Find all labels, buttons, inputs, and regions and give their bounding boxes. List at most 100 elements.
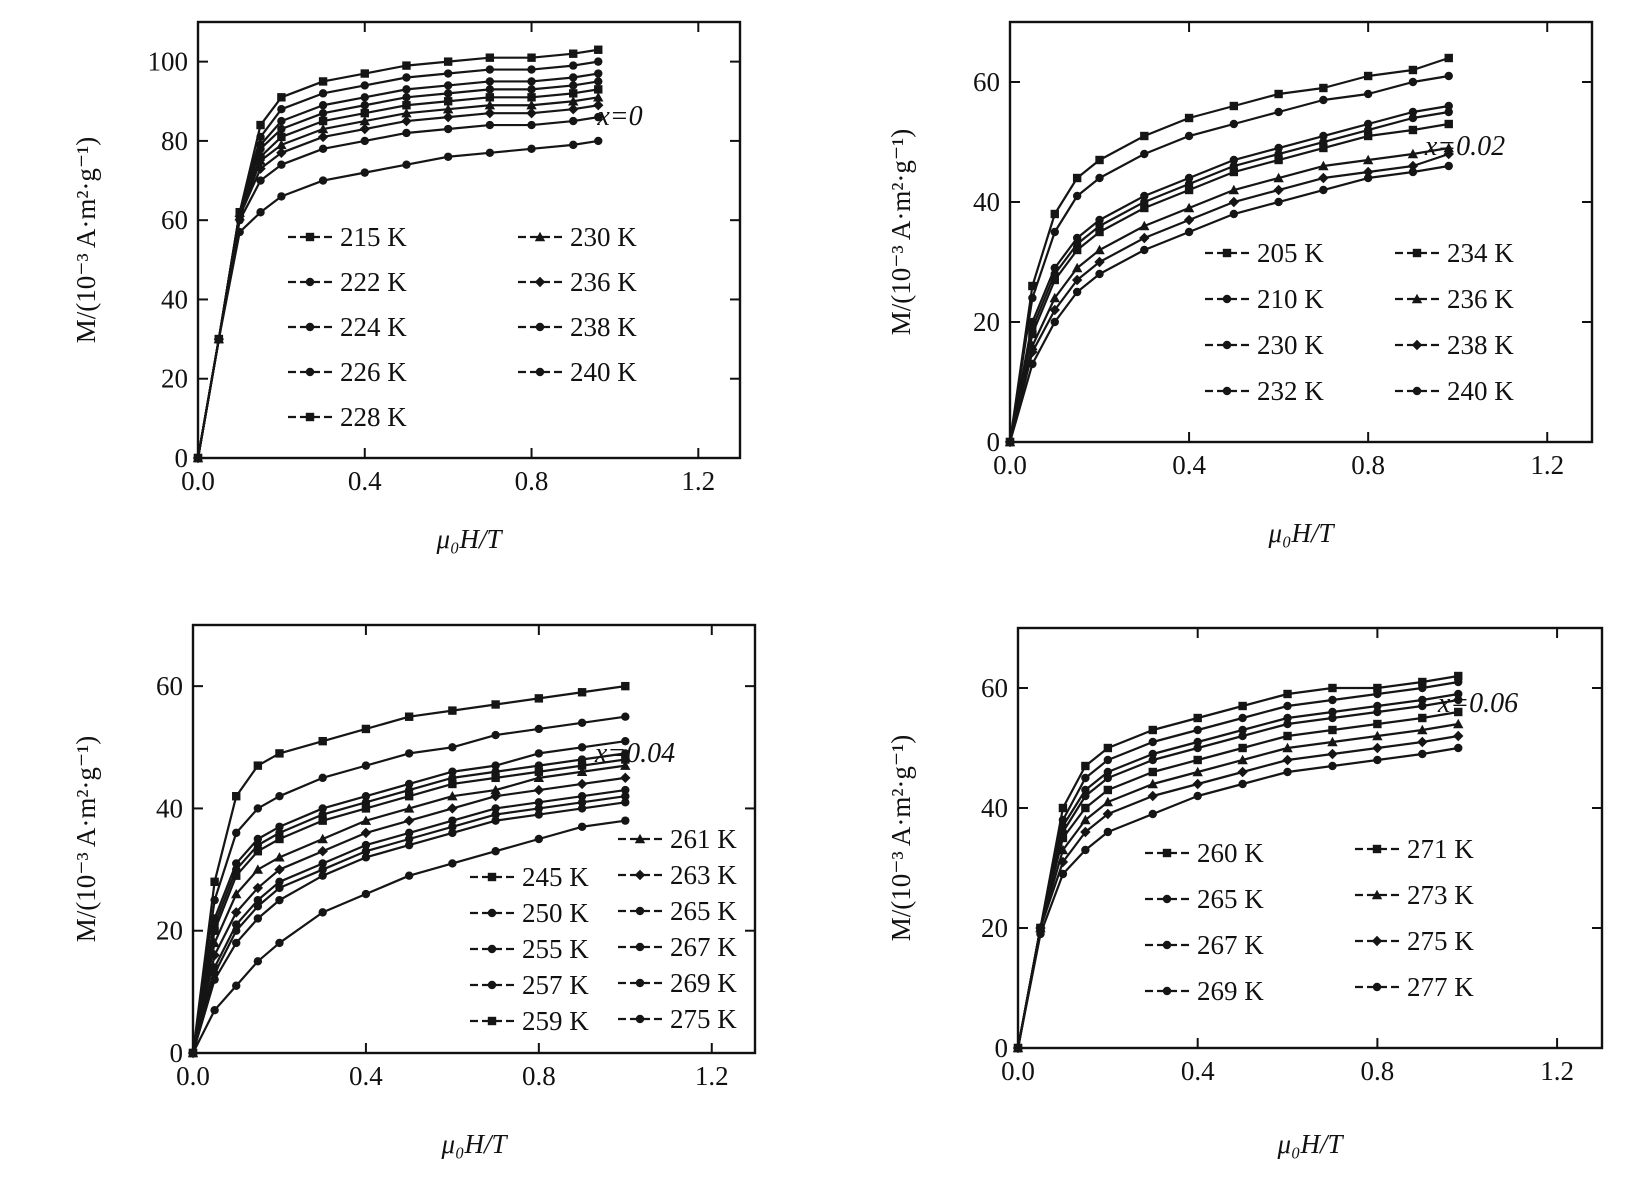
- chart-3-legend-marker: [487, 872, 497, 882]
- chart-3-legend-marker: [487, 1016, 497, 1026]
- chart-4-legend-label: 267 K: [1197, 930, 1264, 960]
- chart-1-legend-label: 240 K: [570, 357, 637, 387]
- chart-3-series-point: [210, 1006, 219, 1015]
- chart-3-x-axis-title: μ₀H/T: [441, 1129, 509, 1159]
- chart-1-series-point: [485, 120, 495, 130]
- chart-4-y-tick-label: 40: [981, 793, 1008, 823]
- chart-3-series-point: [621, 755, 630, 764]
- chart-2-series-point: [1443, 142, 1454, 153]
- chart-3-legend-label: 275 K: [670, 1004, 737, 1034]
- chart-1-series-point: [527, 120, 536, 130]
- chart-3-y-tick-label: 40: [156, 793, 183, 823]
- chart-1-series-point: [568, 96, 579, 106]
- chart-1-legend-marker: [535, 367, 545, 377]
- chart-1-legend-marker: [305, 367, 315, 377]
- chart-1-legend-label: 230 K: [570, 222, 637, 252]
- chart-3-series-point: [534, 810, 544, 819]
- chart-2-series-point: [1139, 220, 1150, 231]
- chart-3-annotation: x=0.04: [594, 738, 675, 769]
- chart-1-y-tick-label: 100: [148, 47, 189, 77]
- chart-1-series-point: [443, 97, 453, 106]
- chart-4-series-point: [1454, 671, 1463, 681]
- chart-1-series-point: [318, 77, 328, 86]
- chart-2-legend-label: 210 K: [1257, 284, 1324, 314]
- chart-4-series-point: [1418, 749, 1427, 759]
- chart-4-series-point: [1454, 689, 1463, 699]
- chart-4-series-point: [1081, 845, 1090, 855]
- chart-2-series-point: [1140, 131, 1149, 141]
- chart-1-series-point: [276, 139, 287, 150]
- chart-4-plot-frame: [1016, 626, 1604, 1050]
- chart-3-series-point: [275, 895, 284, 905]
- chart-2-series-point: [1318, 172, 1329, 184]
- chart-1-series-point: [401, 107, 412, 118]
- chart-2-series-line-8: [1008, 164, 1449, 443]
- chart-3-series-point: [448, 743, 457, 752]
- chart-3-legend-label: 257 K: [522, 970, 589, 1000]
- chart-3-series-point: [361, 724, 371, 734]
- chart-4-y-tick-label: 20: [981, 913, 1008, 943]
- chart-3-series-point: [253, 847, 263, 856]
- chart-4-series-point: [1148, 809, 1157, 819]
- chart-4-series-point: [1102, 808, 1114, 820]
- chart-1-series-point: [402, 93, 411, 102]
- chart-1-x-tick-label: 0.8: [515, 466, 549, 496]
- chart-3-series-point: [576, 778, 588, 790]
- chart-2-series-point: [1407, 148, 1419, 159]
- chart-4-series-point: [1283, 719, 1292, 729]
- chart-3-series-point: [491, 810, 500, 819]
- chart-1-series-point: [318, 89, 328, 98]
- chart-2-series-point: [1140, 191, 1149, 201]
- chart-3-series-point: [534, 724, 544, 734]
- chart-2-x-tick-label: 0.4: [1172, 450, 1206, 480]
- chart-4-series-point: [1328, 725, 1337, 735]
- chart-1-series-point: [569, 89, 578, 98]
- chart-3-legend-label: 263 K: [670, 860, 737, 890]
- chart-2-series-point: [1184, 131, 1194, 141]
- chart-4-series-point: [1238, 701, 1247, 711]
- chart-1-series-point: [277, 160, 286, 169]
- chart-2-series-point: [1363, 89, 1373, 99]
- chart-2-series-point: [1072, 245, 1082, 255]
- chart-1-series-point: [569, 140, 578, 150]
- chart-3-series-point: [448, 767, 457, 776]
- chart-3-x-tick-label: 0.4: [349, 1061, 383, 1091]
- chart-2-series-point: [1319, 131, 1328, 141]
- chart-1-y-axis-title: M/(10⁻³ A·m²·g⁻¹): [71, 137, 101, 344]
- chart-3-series-point: [361, 840, 371, 850]
- chart-2-series-point: [1095, 173, 1104, 183]
- chart-3-series-point: [232, 871, 241, 880]
- chart-1-series-point: [594, 57, 603, 66]
- chart-4-y-tick-label: 0: [995, 1033, 1009, 1063]
- chart-4-series-point: [1103, 785, 1113, 795]
- chart-2-series-point: [1408, 125, 1418, 135]
- chart-4-series-point: [1373, 719, 1382, 729]
- chart-3-series-point: [403, 815, 415, 826]
- chart-3-series-point: [252, 864, 264, 874]
- chart-3-legend-marker: [487, 980, 497, 990]
- chart-4-series-point: [1148, 749, 1157, 759]
- chart-2-series-point: [1229, 155, 1239, 165]
- chart-2-legend-marker: [1222, 340, 1232, 350]
- chart-1-series-point: [318, 116, 328, 126]
- chart-4-series-point: [1148, 737, 1157, 747]
- chart-1-series-point: [277, 93, 286, 102]
- chart-1-series-point: [318, 144, 328, 154]
- chart-4-series-point: [1036, 929, 1045, 939]
- chart-2-y-axis-title: M/(10⁻³ A·m²·g⁻¹): [886, 129, 916, 336]
- chart-4-x-tick-label: 0.8: [1361, 1056, 1395, 1086]
- chart-4-series-point: [1327, 736, 1338, 747]
- chart-1-series-point: [485, 93, 495, 102]
- chart-4-series-point: [1453, 730, 1464, 742]
- chart-2-series-point: [1408, 167, 1418, 177]
- chart-4-series-point: [1373, 755, 1382, 765]
- chart-3-series-point: [620, 760, 631, 770]
- chart-2-series-point: [1274, 155, 1283, 165]
- chart-3-series-point: [318, 804, 327, 813]
- chart-3-legend-label: 267 K: [670, 932, 737, 962]
- chart-4-legend-marker: [1372, 844, 1382, 854]
- chart-4-series-point: [1453, 718, 1464, 729]
- chart-4-series-point: [1148, 755, 1157, 765]
- chart-1-series-point: [318, 101, 328, 110]
- chart-2-series-point: [1071, 262, 1083, 273]
